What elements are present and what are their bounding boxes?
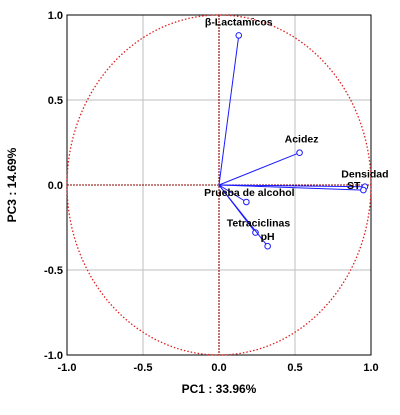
variable-label: ST xyxy=(347,180,361,192)
variable-label: β-Lactamicos xyxy=(205,16,273,28)
loading-point xyxy=(360,186,367,194)
loading-point xyxy=(235,32,243,39)
y-tick-labels: 1.0 0.5 0.0 -0.5 -1.0 xyxy=(44,10,63,362)
loading-vector xyxy=(218,184,247,203)
y-tick-label: -0.5 xyxy=(44,265,63,277)
loading-vectors xyxy=(218,32,369,250)
loading-point xyxy=(296,149,303,156)
x-tick-label: 0.5 xyxy=(287,362,302,374)
unit-circle xyxy=(66,14,372,356)
loading-vector xyxy=(218,152,300,186)
y-tick-label: 1.0 xyxy=(48,10,63,22)
variable-label: Densidad xyxy=(341,169,388,181)
y-axis-title: PC3 : 14.69% xyxy=(5,147,19,222)
x-tick-labels: -1.0 -0.5 0.0 0.5 1.0 xyxy=(58,362,379,374)
loading-vector xyxy=(218,35,240,186)
variable-label: Tetraciclinas xyxy=(227,218,291,230)
loading-point xyxy=(264,242,271,250)
loading-vector xyxy=(218,184,269,247)
loading-point xyxy=(243,198,250,206)
x-tick-label: 1.0 xyxy=(363,362,378,374)
y-tick-label: -1.0 xyxy=(44,350,63,362)
x-tick-label: -1.0 xyxy=(58,362,77,374)
x-axis-title: PC1 : 33.96% xyxy=(182,382,257,396)
variable-label: Acidez xyxy=(285,134,319,146)
x-tick-label: -0.5 xyxy=(134,362,153,374)
x-tick-label: 0.0 xyxy=(211,362,226,374)
loading-point xyxy=(252,229,259,236)
y-tick-label: 0.0 xyxy=(48,180,63,192)
y-tick-label: 0.5 xyxy=(48,95,63,107)
loading-vector xyxy=(218,184,364,191)
loading-vector xyxy=(218,184,365,188)
variable-label: pH xyxy=(261,231,275,243)
variable-label: Prueba de alcohol xyxy=(204,187,295,199)
